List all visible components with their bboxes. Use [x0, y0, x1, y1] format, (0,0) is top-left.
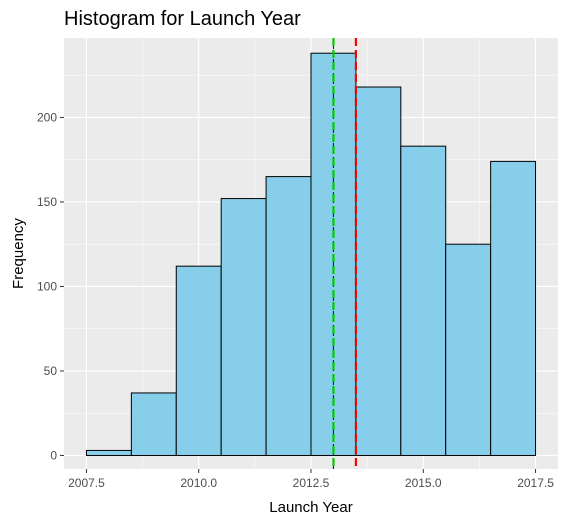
chart-title: Histogram for Launch Year: [64, 8, 301, 30]
y-tick-label: 150: [37, 195, 57, 209]
histogram-bar: [355, 86, 402, 456]
x-tick-label: 2015.0: [405, 476, 442, 490]
histogram-bars: [85, 52, 537, 456]
reference-lines: [332, 38, 358, 469]
y-tick-label: 0: [50, 448, 57, 462]
x-tick-label: 2012.5: [293, 476, 330, 490]
y-axis: 0 50 100 150 200: [37, 110, 64, 462]
histogram-bar: [400, 145, 447, 456]
histogram-bar: [130, 392, 177, 456]
y-tick-label: 50: [44, 364, 58, 378]
histogram-bar: [220, 198, 267, 456]
histogram-bar: [445, 243, 492, 456]
x-tick-label: 2010.0: [180, 476, 217, 490]
y-axis-title: Frequency: [10, 218, 27, 289]
x-axis: 2007.5 2010.0 2012.5 2015.0 2017.5: [68, 469, 554, 490]
histogram-bar: [85, 449, 132, 456]
histogram-bar: [175, 265, 222, 456]
histogram-bar: [490, 160, 537, 456]
x-axis-title: Launch Year: [269, 499, 352, 516]
histogram-bar: [265, 176, 312, 456]
y-tick-label: 100: [37, 279, 57, 293]
x-tick-label: 2017.5: [517, 476, 554, 490]
x-tick-label: 2007.5: [68, 476, 105, 490]
y-tick-label: 200: [37, 110, 57, 124]
